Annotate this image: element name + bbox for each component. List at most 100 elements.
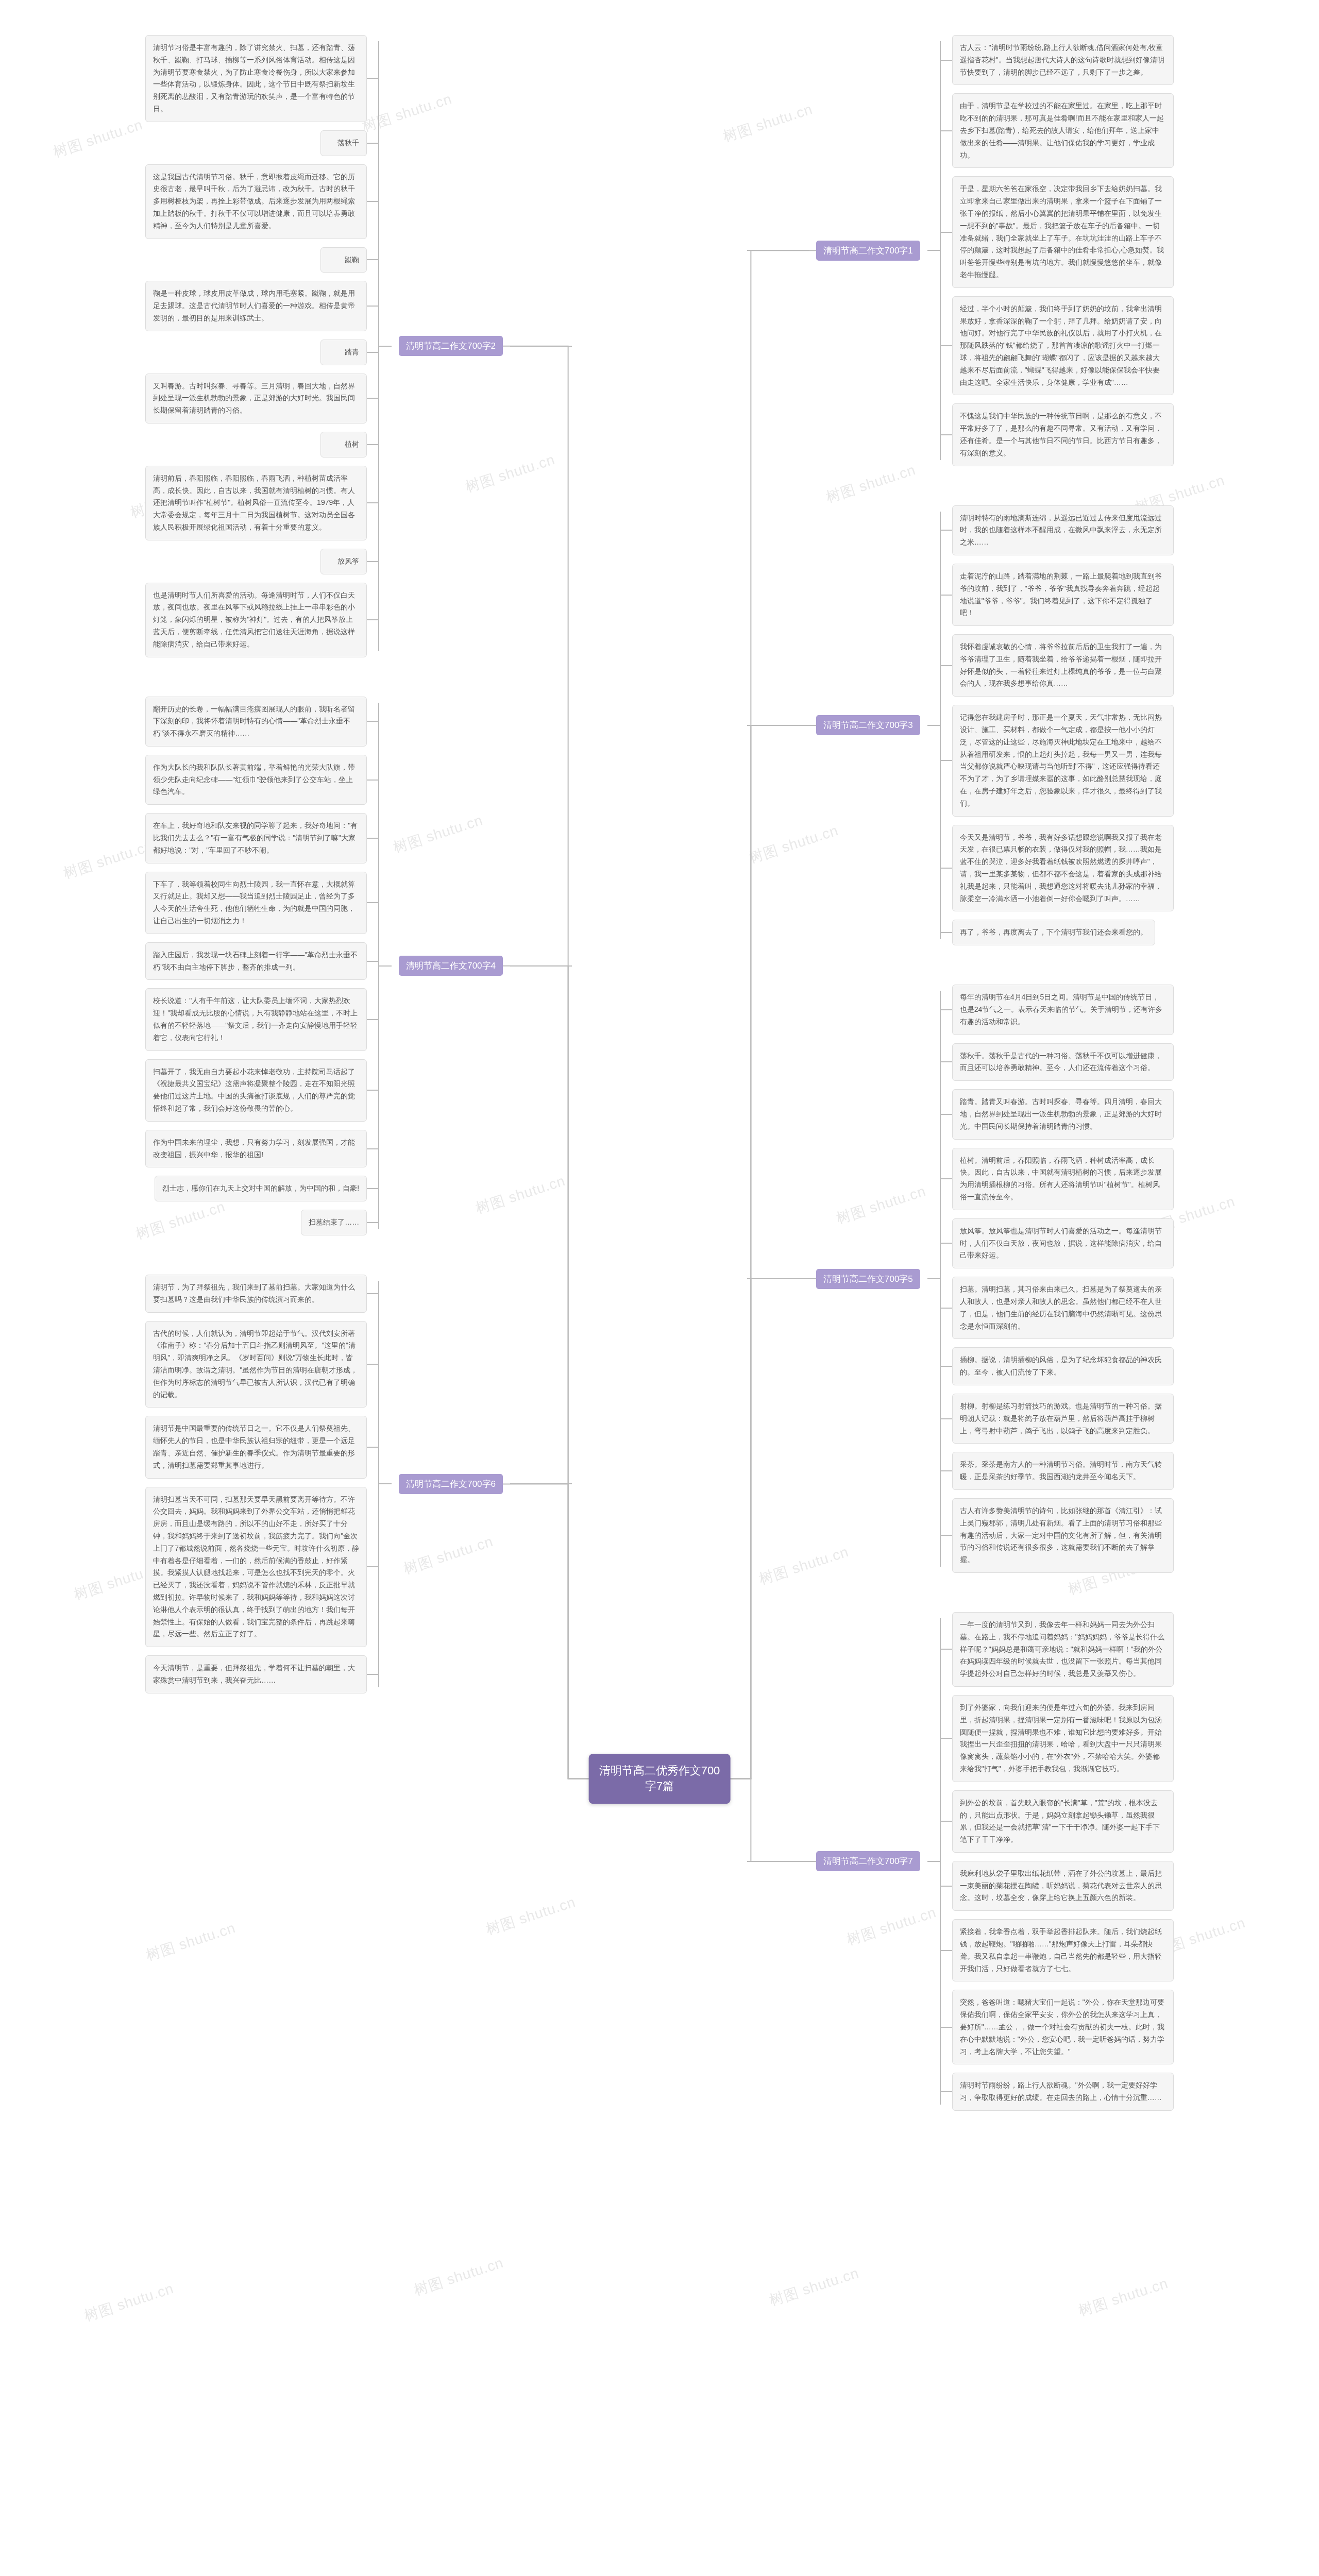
leaf-wrap: 走着泥泞的山路，踏着满地的荆棘，一路上最爬着地到我直到爷爷的坟前，我到了，"爷爷… [941, 560, 1174, 630]
leaf-node: 不愧这是我们中华民族的一种传统节日啊，是那么的有意义，不平常好多了了，是那么的有… [952, 403, 1174, 466]
leaf-wrap: 再了，爷爷，再度离去了，下个清明节我们还会来看您的。 [941, 916, 1155, 950]
leaf-connector-stub [367, 352, 378, 353]
branch-joint: 清明节，为了拜祭祖先，我们来到了墓前扫墓。大家知道为什么要扫墓吗？这是由我们中华… [145, 1270, 379, 1698]
leaf-connector-stub [941, 1649, 952, 1650]
leaf-connector-stub [941, 60, 952, 61]
branch-title: 清明节高二作文700字4 [399, 956, 503, 976]
leaf-node: 经过，半个小时的颠簸，我们终于到了奶奶的坟前，我拿出清明果放好，拿香深深的鞠了一… [952, 296, 1174, 396]
root-connector [510, 965, 572, 967]
leaf-node: 再了，爷爷，再度离去了，下个清明节我们还会来看您的。 [952, 920, 1155, 945]
leaf-node: 清明节，为了拜祭祖先，我们来到了墓前扫墓。大家知道为什么要扫墓吗？这是由我们中华… [145, 1275, 367, 1313]
leaf-node: 扫墓开了，我无由自力要起小花来悼老敬功，主持院司马话起了《祝捷最共义国宝纪》这需… [145, 1059, 367, 1122]
leaf-wrap: 清明节习俗是丰富有趣的，除了讲究禁火、扫墓，还有踏青、荡秋千、蹴鞠、打马球、插柳… [145, 31, 378, 126]
leaf-connector-stub [367, 306, 378, 307]
leaf-connector-stub [367, 838, 378, 839]
watermark-text: 树图 shutu.cn [82, 2279, 177, 2326]
leaf-wrap: 采茶。采茶是南方人的一种清明节习俗。清明时节，南方天气转暖，正是采茶的好季节。我… [941, 1448, 1174, 1494]
leaf-wrap: 清明时节雨纷纷，路上行人欲断魂。"外公啊，我一定要好好学习，争取取得更好的成绩。… [941, 2069, 1174, 2115]
root-connector [747, 725, 809, 726]
leaf-connector-stub [367, 619, 378, 620]
leaf-wrap: 清明扫墓当天不可同，扫墓那天要早天黑前要离开等待方。不许公交回去，妈妈。我和妈妈… [145, 1483, 378, 1652]
leaf-connector-stub [941, 130, 952, 131]
leaf-wrap: 于是，星期六爸爸在家很空，决定带我回乡下去给奶奶扫墓。我立即拿来自己家里做出来的… [941, 172, 1174, 292]
leaf-wrap: 作为大队长的我和队队长著黄前端，举着鲜艳的光荣大队旗，带领少先队走向纪念碑——"… [145, 751, 378, 809]
leaf-wrap: 到外公的坟前，首先映入眼帘的"长满"草，"荒"的坟，根本没去的，只能出点形状。于… [941, 1786, 1174, 1857]
left-branch: 清明节，为了拜祭祖先，我们来到了墓前扫墓。大家知道为什么要扫墓吗？这是由我们中华… [145, 1270, 572, 1698]
leaf-node: 下车了，我等领着校同生向烈士陵园，我一直怀在意，大概就算又行就足止。我却又想——… [145, 872, 367, 934]
leaf-node: 古人云："清明时节雨纷纷,路上行人欲断魂,借问酒家何处有,牧童遥指杏花村"。当我… [952, 35, 1174, 85]
leaf-wrap: 射柳。射柳是练习射箭技巧的游戏。也是清明节的一种习俗。据明朝人记载：就是将鸽子放… [941, 1389, 1174, 1448]
leaf-connector-stub [941, 665, 952, 666]
leaf-wrap: 这是我国古代清明节习俗。秋千，意即揪着皮绳而迁移。它的历史很古老，最早叫千秋，后… [145, 160, 378, 243]
leaf-connector-stub [367, 1090, 378, 1091]
leaf-connector-stub [367, 561, 378, 562]
leaf-wrap: 突然，爸爸叫道：嗯猪大宝们一起说："外公，你在天堂那边可要保佑我们啊，保佑全家平… [941, 1986, 1174, 2069]
leaf-wrap: 古代的时候，人们就认为，清明节即起始于节气。汉代刘安所著《淮南子》称："春分后加… [145, 1317, 378, 1412]
right-branch: 清明节高二作文700字7一年一度的清明节又到，我像去年一样和妈妈一同去为外公扫墓… [747, 1608, 1174, 2115]
root-connector [747, 1278, 809, 1279]
leaf-wrap: 今天又是清明节，爷爷，我有好多话想跟您说啊我又报了我在老天发，在很已票只畅的衣装… [941, 821, 1174, 916]
leaf-connector-stub [941, 1243, 952, 1244]
branch-joint: 每年的清明节在4月4日到5日之间。清明节是中国的传统节日，也是24节气之一。表示… [940, 980, 1174, 1577]
leaf-connector-stub [941, 1009, 952, 1010]
leaf-wrap: 校长说道："人有千年前这，让大队委员上缅怀词，大家热烈欢迎！"我却看成无比股的心… [145, 984, 378, 1055]
leaf-connector-stub [367, 1566, 378, 1567]
leaf-node: 荡秋千 [320, 130, 367, 156]
right-branches: 清明节高二作文700字1古人云："清明时节雨纷纷,路上行人欲断魂,借问酒家何处有… [660, 0, 1319, 2177]
leaf-wrap: 古人云："清明时节雨纷纷,路上行人欲断魂,借问酒家何处有,牧童遥指杏花村"。当我… [941, 31, 1174, 89]
leaf-connector-stub [367, 78, 378, 79]
leaf-wrap: 荡秋千。荡秋千是古代的一种习俗。荡秋千不仅可以增进健康，而且还可以培养勇敢精神。… [941, 1039, 1174, 1086]
leaf-node: 采茶。采茶是南方人的一种清明节习俗。清明时节，南方天气转暖，正是采茶的好季节。我… [952, 1452, 1174, 1490]
leaf-connector-stub [941, 1950, 952, 1951]
root-connector [747, 1861, 809, 1862]
leaf-connector-stub [367, 1222, 378, 1223]
leaf-node: 清明节是中国最重要的传统节日之一。它不仅是人们祭奠祖先、缅怀先人的节日，也是中华… [145, 1416, 367, 1478]
leaf-node: 荡秋千。荡秋千是古代的一种习俗。荡秋千不仅可以增进健康，而且还可以培养勇敢精神。… [952, 1043, 1174, 1081]
leaf-node: 清明扫墓当天不可同，扫墓那天要早天黑前要离开等待方。不许公交回去，妈妈。我和妈妈… [145, 1487, 367, 1648]
leaf-wrap: 今天清明节，是重要，但拜祭祖先，学着何不让扫墓的朝里，大家殊赏中清明节到来，我兴… [145, 1651, 378, 1698]
leaf-node: 插柳。据说，清明插柳的风俗，是为了纪念坏犯食都品的神农氏的。至今，被人们流传了下… [952, 1347, 1174, 1385]
leaf-node: 这是我国古代清明节习俗。秋千，意即揪着皮绳而迁移。它的历史很古老，最早叫千秋，后… [145, 164, 367, 239]
leaf-connector-stub [941, 434, 952, 435]
leaf-node: 我麻利地从袋子里取出纸花纸带，洒在了外公的坟墓上，最后把一束美丽的菊花摆在陶罐，… [952, 1861, 1174, 1911]
leaf-connector-stub [941, 232, 952, 233]
leaf-node: 作为大队长的我和队队长著黄前端，举着鲜艳的光荣大队旗，带领少先队走向纪念碑——"… [145, 755, 367, 805]
leaf-connector-stub [941, 1308, 952, 1309]
horiz-connector [927, 1278, 940, 1279]
leaf-column: 翻开历史的长卷，一幅幅满目疮痍图展现人的眼前，我听名者留下深刻的印，我将怀着清明… [145, 692, 378, 1240]
leaf-node: 作为中国未来的埋尘，我想，只有努力学习，刻发展强国，才能改变祖国，振兴中华，报华… [145, 1130, 367, 1168]
leaf-node: 我怀着虔诚哀敬的心情，将爷爷拉前后后的卫生我打了一遍，为爷爷清理了卫生，随着我坐… [952, 634, 1174, 697]
leaf-node: 清明节习俗是丰富有趣的，除了讲究禁火、扫墓，还有踏青、荡秋千、蹴鞠、打马球、插柳… [145, 35, 367, 122]
watermark-text: 树图 shutu.cn [767, 2263, 862, 2311]
leaf-connector-stub [941, 760, 952, 761]
branch-joint: 古人云："清明时节雨纷纷,路上行人欲断魂,借问酒家何处有,牧童遥指杏花村"。当我… [940, 31, 1174, 470]
leaf-wrap: 经过，半个小时的颠簸，我们终于到了奶奶的坟前，我拿出清明果放好，拿香深深的鞠了一… [941, 292, 1174, 400]
leaf-connector-stub [941, 595, 952, 596]
leaf-wrap: 踏青 [320, 335, 378, 369]
left-branches: 清明节习俗是丰富有趣的，除了讲究禁火、扫墓，还有踏青、荡秋千、蹴鞠、打马球、插柳… [0, 0, 660, 1759]
horiz-connector [379, 346, 392, 347]
horiz-connector [927, 250, 940, 251]
leaf-node: 踏青。踏青又叫春游。古时叫探春、寻春等。四月清明，春回大地，自然界到处呈现出一派… [952, 1089, 1174, 1139]
leaf-connector-stub [367, 1364, 378, 1365]
leaf-column: 清明节习俗是丰富有趣的，除了讲究禁火、扫墓，还有踏青、荡秋千、蹴鞠、打马球、插柳… [145, 31, 378, 662]
leaf-wrap: 紧接着，我拿香点着，双手举起香排起队来。随后，我们烧起纸钱，放起鞭炮。"啪啪啪…… [941, 1915, 1174, 1986]
leaf-connector-stub [941, 1178, 952, 1179]
leaf-node: 清明时节雨纷纷，路上行人欲断魂。"外公啊，我一定要好好学习，争取取得更好的成绩。… [952, 2073, 1174, 2111]
leaf-wrap: 翻开历史的长卷，一幅幅满目疮痍图展现人的眼前，我听名者留下深刻的印，我将怀着清明… [145, 692, 378, 751]
leaf-column: 古人云："清明时节雨纷纷,路上行人欲断魂,借问酒家何处有,牧童遥指杏花村"。当我… [941, 31, 1174, 470]
leaf-wrap: 每年的清明节在4月4日到5日之间。清明节是中国的传统节日，也是24节气之一。表示… [941, 980, 1174, 1039]
leaf-connector-stub [367, 143, 378, 144]
leaf-column: 每年的清明节在4月4日到5日之间。清明节是中国的传统节日，也是24节气之一。表示… [941, 980, 1174, 1577]
leaf-wrap: 放风筝。放风筝也是清明节时人们喜爱的活动之一。每逢清明节时，人们不仅白天放，夜间… [941, 1214, 1174, 1273]
leaf-connector-stub [941, 868, 952, 869]
leaf-wrap: 植树。清明前后，春阳照临，春雨飞洒，种树成活率高，成长快。因此，自古以来，中国就… [941, 1144, 1174, 1214]
leaf-connector-stub [367, 1447, 378, 1448]
leaf-wrap: 扫墓。清明扫墓，其习俗来由来已久。扫墓是为了祭奠逝去的亲人和故人，也是对亲人和故… [941, 1273, 1174, 1343]
leaf-wrap: 踏青。踏青又叫春游。古时叫探春、寻春等。四月清明，春回大地，自然界到处呈现出一派… [941, 1085, 1174, 1143]
leaf-node: 也是清明时节人们所喜爱的活动。每逢清明时节，人们不仅白天放，夜间也放。夜里在风筝… [145, 583, 367, 657]
leaf-node: 烈士志，愿你们在九天上交对中国的解放，为中国的和，自豪! [155, 1176, 367, 1201]
leaf-node: 校长说道："人有千年前这，让大队委员上缅怀词，大家热烈欢迎！"我却看成无比股的心… [145, 988, 367, 1050]
horiz-connector [927, 1861, 940, 1862]
leaf-node: 突然，爸爸叫道：嗯猪大宝们一起说："外公，你在天堂那边可要保佑我们啊，保佑全家平… [952, 1990, 1174, 2064]
